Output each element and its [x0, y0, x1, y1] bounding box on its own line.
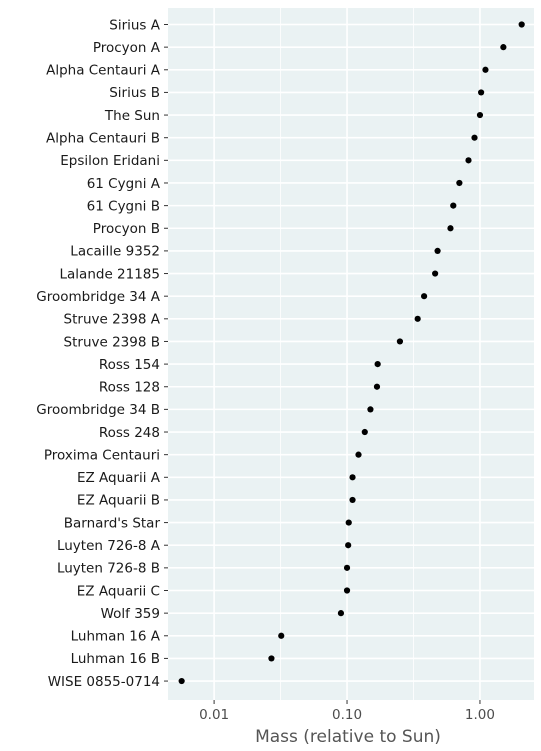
y-category-label: Lacaille 9352	[70, 244, 160, 260]
y-category-label: Struve 2398 B	[64, 334, 160, 350]
y-category-label: Procyon B	[93, 221, 160, 237]
y-category-label: Ross 128	[99, 380, 160, 396]
y-category-label: The Sun	[104, 108, 160, 124]
y-category-label: Luhman 16 A	[71, 629, 161, 645]
major-gridlines	[168, 8, 534, 700]
y-category-label: EZ Aquarii C	[77, 583, 160, 599]
x-axis-ticks	[213, 700, 481, 704]
data-point	[178, 677, 185, 685]
data-point	[518, 21, 525, 28]
y-axis-category-labels: Sirius A Procyon A Alpha Centauri A Sirius …	[36, 17, 160, 690]
y-category-label: WISE 0855-0714	[48, 674, 160, 690]
data-point	[432, 270, 439, 277]
y-category-label: Proxima Centauri	[44, 447, 160, 463]
y-axis-ticks	[164, 24, 168, 682]
x-tick-label: 1.00	[465, 707, 495, 723]
data-point	[434, 247, 441, 254]
y-category-label: Struve 2398 A	[64, 312, 161, 328]
data-point	[478, 89, 485, 96]
data-point	[373, 383, 381, 390]
data-points	[178, 21, 525, 685]
y-category-label: 61 Cygni B	[87, 198, 160, 214]
data-point	[447, 225, 454, 232]
x-tick-label: 0.01	[199, 707, 229, 723]
y-category-label: Luyten 726-8 A	[57, 538, 161, 554]
y-category-label: Epsilon Eridani	[60, 153, 160, 169]
data-point	[345, 519, 352, 526]
data-point	[345, 542, 352, 549]
data-point	[414, 315, 421, 322]
y-category-label: Alpha Centauri A	[46, 63, 161, 79]
data-point	[337, 610, 345, 617]
y-category-label: Wolf 359	[101, 606, 160, 622]
data-point	[456, 179, 463, 187]
data-point	[355, 451, 362, 458]
y-category-label: Luyten 726-8 B	[57, 561, 160, 577]
y-category-label: Ross 154	[99, 357, 160, 373]
data-point	[349, 496, 356, 504]
data-point	[268, 655, 275, 662]
data-point	[367, 406, 374, 413]
data-point	[396, 338, 404, 345]
data-point	[420, 293, 428, 300]
y-category-label: Sirius A	[109, 17, 161, 33]
y-category-label: Barnard's Star	[64, 515, 161, 531]
data-point	[343, 564, 351, 571]
y-category-label: Alpha Centauri B	[46, 131, 160, 147]
x-axis-title: Mass (relative to Sun)	[255, 727, 441, 747]
y-category-label: Luhman 16 B	[71, 651, 160, 667]
data-point	[450, 202, 457, 209]
data-point	[349, 474, 356, 481]
y-category-label: Ross 248	[99, 425, 160, 441]
y-category-label: Groombridge 34 B	[36, 402, 160, 418]
data-point	[482, 66, 489, 73]
y-category-label: Procyon A	[93, 40, 161, 56]
data-point	[374, 361, 381, 368]
y-category-label: EZ Aquarii B	[77, 493, 160, 509]
y-category-label: Groombridge 34 A	[36, 289, 160, 305]
y-category-label: Sirius B	[109, 85, 160, 101]
x-tick-label: 0.10	[332, 707, 362, 723]
data-point	[278, 632, 285, 639]
minor-gridlines	[280, 8, 414, 700]
y-category-label: Lalande 21185	[60, 266, 161, 282]
data-point	[476, 111, 484, 119]
data-point	[471, 134, 478, 141]
y-category-label: EZ Aquarii A	[77, 470, 161, 486]
y-category-label: 61 Cygni A	[87, 176, 161, 192]
data-point	[465, 157, 472, 164]
data-point	[500, 44, 507, 51]
x-axis-tick-labels: 0.01 0.10 1.00	[199, 707, 495, 723]
plot-panel	[168, 8, 534, 700]
data-point	[343, 587, 351, 594]
data-point	[361, 428, 368, 436]
